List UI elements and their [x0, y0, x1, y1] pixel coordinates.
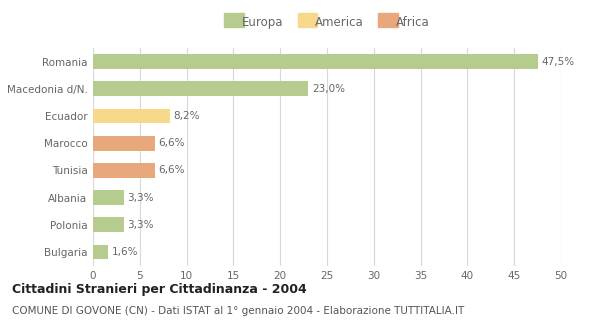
Bar	[93, 108, 170, 124]
Text: COMUNE DI GOVONE (CN) - Dati ISTAT al 1° gennaio 2004 - Elaborazione TUTTITALIA.: COMUNE DI GOVONE (CN) - Dati ISTAT al 1°…	[12, 306, 464, 316]
Text: 3,3%: 3,3%	[128, 220, 154, 230]
Text: 8,2%: 8,2%	[173, 111, 200, 121]
Text: 1,6%: 1,6%	[112, 247, 138, 257]
Text: 6,6%: 6,6%	[158, 165, 185, 175]
Bar	[93, 217, 124, 232]
Bar	[93, 136, 155, 151]
Bar	[93, 244, 108, 260]
Bar	[93, 81, 308, 96]
Text: 23,0%: 23,0%	[312, 84, 345, 94]
Text: 6,6%: 6,6%	[158, 138, 185, 148]
Legend: Europa, America, Africa: Europa, America, Africa	[220, 11, 434, 33]
Bar	[93, 190, 124, 205]
Bar	[93, 54, 538, 69]
Bar	[93, 163, 155, 178]
Text: Cittadini Stranieri per Cittadinanza - 2004: Cittadini Stranieri per Cittadinanza - 2…	[12, 283, 307, 296]
Text: 3,3%: 3,3%	[128, 193, 154, 203]
Text: 47,5%: 47,5%	[541, 57, 574, 67]
